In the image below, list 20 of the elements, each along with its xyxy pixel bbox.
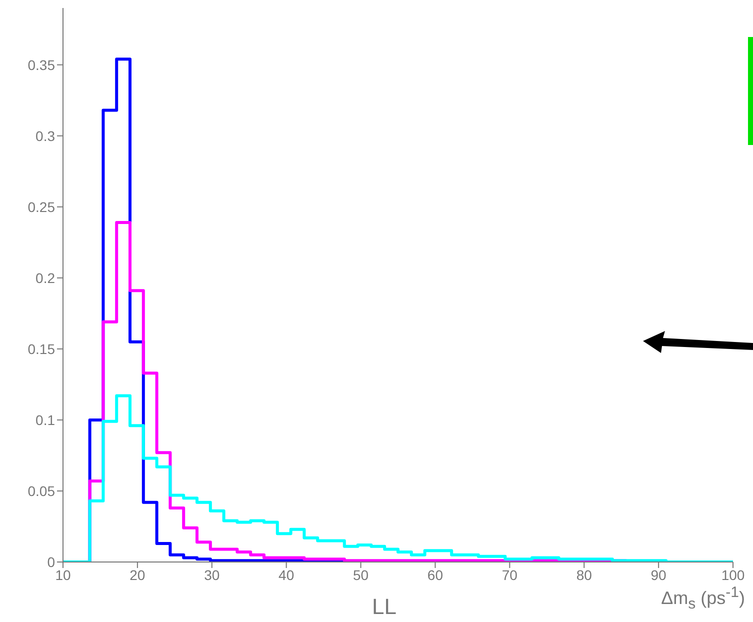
x-tick-label: 100 [721,566,745,583]
x-tick-label: 70 [502,566,518,583]
y-tick-label: 0.2 [36,270,56,286]
x-tick-label: 50 [352,566,369,583]
y-tick-label: 0.25 [28,198,56,215]
x-tick-label: 40 [278,566,294,583]
x-axis-title: Δm$_{s}$ (ps$^{-1}$) [661,584,745,613]
x-tick-label: 90 [650,566,667,583]
y-tick-label: 0.3 [36,128,56,144]
text: LL [372,594,396,620]
y-tick-label: 0.35 [28,56,56,73]
y-tick-label: 0.15 [28,340,56,357]
y-tick-label: 0.1 [36,412,56,428]
y-tick-label: 0 [47,554,56,570]
y-tick-label: 0.05 [28,482,56,499]
x-tick-label: 30 [204,566,220,583]
x-tick-label: 60 [427,566,444,583]
x-tick-label: 80 [576,566,592,583]
x-tick-label: 20 [130,566,146,583]
x-tick-label: 10 [55,566,71,583]
